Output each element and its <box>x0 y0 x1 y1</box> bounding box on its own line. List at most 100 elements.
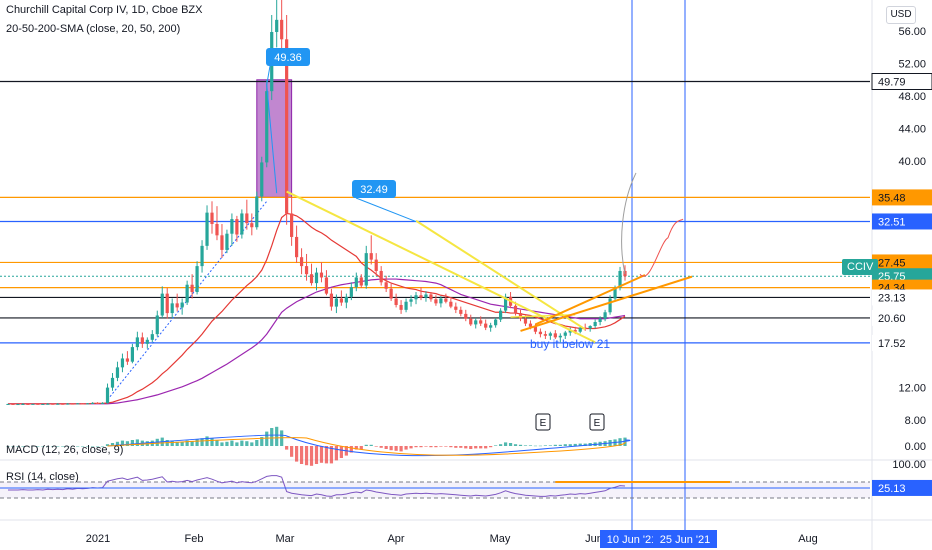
candle-body <box>503 296 508 311</box>
candle-body <box>414 295 418 300</box>
candle <box>36 402 40 405</box>
candle-body <box>71 403 75 405</box>
macd-bar <box>319 446 324 463</box>
price-level-tag-bg <box>871 73 932 91</box>
macd-bar <box>499 444 503 446</box>
candle <box>95 402 100 404</box>
macd-bar <box>563 444 567 446</box>
candle-body <box>499 310 503 320</box>
macd-bar <box>215 440 219 446</box>
candle-body <box>86 403 90 405</box>
macd-bar <box>309 446 314 466</box>
candle-body <box>404 301 408 310</box>
candle <box>464 309 468 322</box>
candle-body <box>319 272 324 278</box>
candle <box>439 296 443 308</box>
macd-bar <box>424 446 428 447</box>
macd-bar <box>190 441 194 446</box>
candle <box>384 275 388 293</box>
candle <box>484 319 488 331</box>
candle <box>195 261 199 295</box>
candle <box>41 403 45 405</box>
candle-body <box>290 213 294 237</box>
candle-body <box>170 303 174 314</box>
candle <box>16 403 20 406</box>
macd-legend[interactable]: MACD (12, 26, close, 9) <box>6 444 124 456</box>
candle <box>265 79 269 168</box>
macd-bar <box>225 441 229 446</box>
macd-bar <box>195 439 199 446</box>
candle-body <box>304 266 309 275</box>
channel-line <box>520 275 693 332</box>
candle <box>260 156 264 202</box>
trendline <box>266 84 278 194</box>
candle-body <box>240 213 244 235</box>
macd-bar <box>250 442 254 446</box>
rsi-legend[interactable]: RSI (14, close) <box>6 471 79 483</box>
trendline <box>510 313 576 318</box>
macd-bar <box>290 446 294 457</box>
macd-bar <box>518 444 523 446</box>
macd-bar <box>464 446 468 449</box>
candle <box>598 316 602 326</box>
price-axis-tick: 44.00 <box>898 123 926 135</box>
callout-label: 32.49 <box>360 184 388 196</box>
macd-bar <box>265 431 269 446</box>
candle <box>155 310 159 337</box>
price-level-tag-label: 20.60 <box>878 313 906 325</box>
currency-selector[interactable]: USD <box>886 6 916 24</box>
candle-body <box>66 403 70 405</box>
candle-body <box>225 233 229 250</box>
rsi-line <box>8 475 626 497</box>
macd-bar <box>110 443 115 446</box>
macd-bar <box>494 445 498 446</box>
candle-body <box>245 213 249 224</box>
candle-body <box>76 403 80 405</box>
price-level-tag: 49.79 <box>871 73 932 91</box>
candle-body <box>344 296 348 303</box>
macd-bar <box>270 428 274 446</box>
macd-bar <box>324 446 329 464</box>
macd-bar <box>255 440 259 446</box>
candle-body <box>389 288 393 299</box>
time-axis-label: Feb <box>185 533 204 545</box>
candle-body <box>334 298 339 307</box>
candle-body <box>21 403 25 405</box>
price-level-tag-bg <box>872 189 932 206</box>
candle <box>349 282 353 301</box>
candle <box>160 286 164 318</box>
candle <box>314 267 319 291</box>
macd-bar <box>384 446 388 449</box>
candle-body <box>464 313 468 319</box>
macd-bar <box>479 446 483 449</box>
candle-body <box>215 223 219 236</box>
candle <box>250 213 254 236</box>
candle <box>304 253 309 281</box>
macd-bar <box>245 441 249 446</box>
earnings-box <box>535 413 551 431</box>
macd-bar <box>185 440 189 446</box>
candle-body <box>46 403 50 405</box>
candle-body <box>538 331 543 335</box>
price-level-tag: 32.51 <box>872 213 932 230</box>
candle <box>275 0 279 48</box>
macd-bar <box>513 444 518 446</box>
candle <box>71 402 75 405</box>
price-axis-tick: 12.00 <box>898 383 926 395</box>
candle <box>175 293 179 312</box>
candle-body <box>379 270 383 283</box>
macd-bar <box>568 444 572 446</box>
candle-body <box>309 274 314 284</box>
candle <box>583 323 587 331</box>
candle <box>319 262 324 283</box>
candle <box>105 383 110 404</box>
candle <box>444 293 448 304</box>
candle-body <box>150 334 154 340</box>
candle-body <box>165 293 169 314</box>
macd-bar <box>11 446 15 447</box>
candle-body <box>329 293 334 307</box>
sma-indicator-legend[interactable]: 20-50-200-SMA (close, 20, 50, 200) <box>6 23 181 35</box>
macd-bar <box>260 437 264 446</box>
